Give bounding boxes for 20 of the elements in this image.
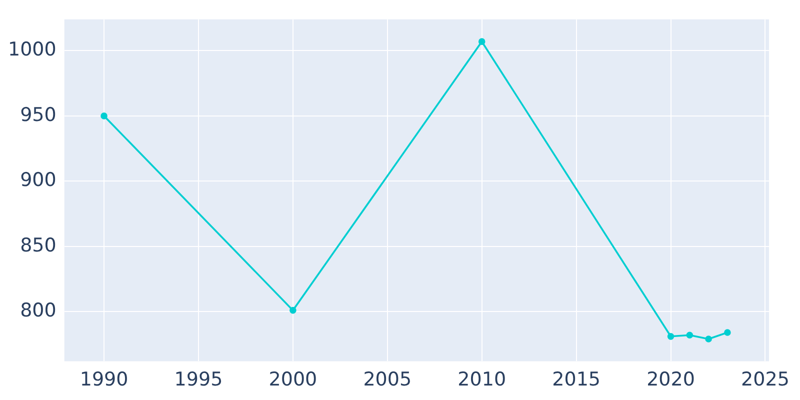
point [705, 336, 712, 342]
y-tick-label: 1000 [8, 38, 56, 61]
x-tick-label: 1990 [80, 368, 128, 391]
x-tick-label: 2010 [458, 368, 506, 391]
x-tick-label: 2000 [268, 368, 318, 391]
y-tick-label: 950 [20, 104, 56, 126]
point [100, 112, 108, 120]
y-tick-label: 850 [20, 234, 56, 256]
point [724, 329, 731, 336]
x-tick-label: 2005 [363, 368, 412, 391]
point [290, 306, 296, 314]
x-tick-label: 2015 [552, 368, 600, 391]
x-tick-label: 2020 [646, 368, 695, 391]
x-tick-label: 1995 [174, 368, 223, 391]
point [478, 38, 486, 45]
y-tick-label: 900 [20, 169, 56, 192]
x-tick-label: 2025 [741, 368, 790, 391]
point [667, 333, 674, 340]
y-tick-label: 800 [20, 300, 56, 322]
point [686, 332, 694, 339]
